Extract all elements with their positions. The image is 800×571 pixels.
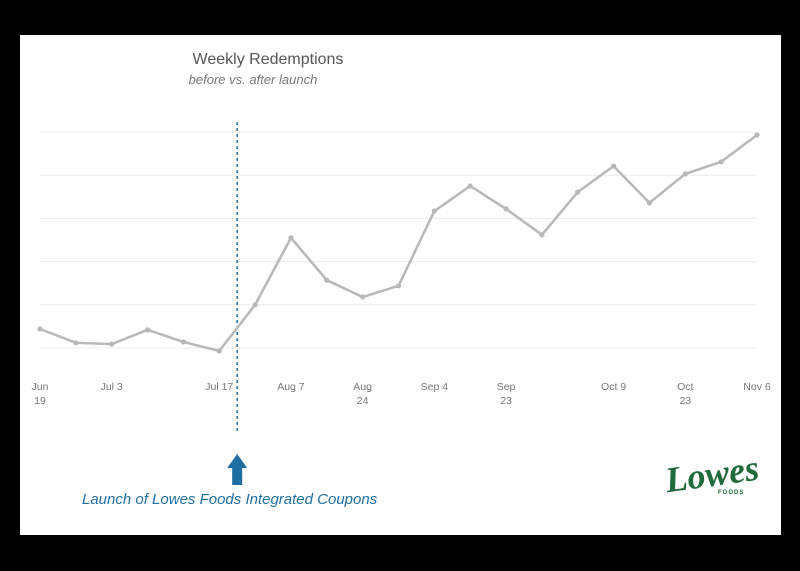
- x-tick-label: Aug 7: [277, 381, 305, 393]
- point: [144, 327, 151, 333]
- point: [37, 326, 43, 332]
- point: [682, 171, 688, 177]
- x-tick-label: Jul 3: [100, 381, 123, 393]
- point: [216, 348, 222, 354]
- point: [109, 341, 115, 347]
- point: [395, 283, 402, 289]
- x-tick-label: Jul 17: [205, 381, 234, 393]
- chart-title: Weekly Redemptions: [192, 51, 344, 68]
- point: [754, 132, 760, 138]
- point: [539, 232, 545, 238]
- point: [431, 208, 437, 214]
- point: [73, 340, 79, 346]
- x-tick-label: Aug 24: [353, 381, 372, 407]
- chart: [37, 122, 760, 485]
- point: [503, 206, 509, 212]
- point: [252, 302, 258, 308]
- point: [575, 189, 581, 195]
- point: [718, 159, 724, 165]
- slide: Weekly Redemptions before vs. after laun…: [20, 35, 781, 535]
- launch-arrow: [227, 454, 248, 485]
- line: [39, 134, 758, 353]
- x-tick-label: Jun 19: [31, 381, 49, 407]
- x-tick-label: Oct 23: [677, 381, 694, 407]
- point: [324, 277, 330, 283]
- x-tick-label: Sep 4: [420, 381, 449, 393]
- x-tick-label: Sep 23: [496, 381, 516, 407]
- x-tick-label: Oct 9: [601, 381, 627, 393]
- chart-subtitle: before vs. after launch: [188, 72, 318, 87]
- point: [467, 183, 473, 189]
- point: [646, 200, 653, 206]
- x-tick-label: Nov 6: [743, 381, 771, 393]
- point: [180, 339, 186, 345]
- point: [288, 235, 294, 241]
- point: [360, 294, 366, 300]
- point: [611, 163, 617, 169]
- logo-sub: FOODS: [718, 490, 745, 496]
- annotation: Launch of Lowes Foods Integrated Coupons: [82, 491, 378, 508]
